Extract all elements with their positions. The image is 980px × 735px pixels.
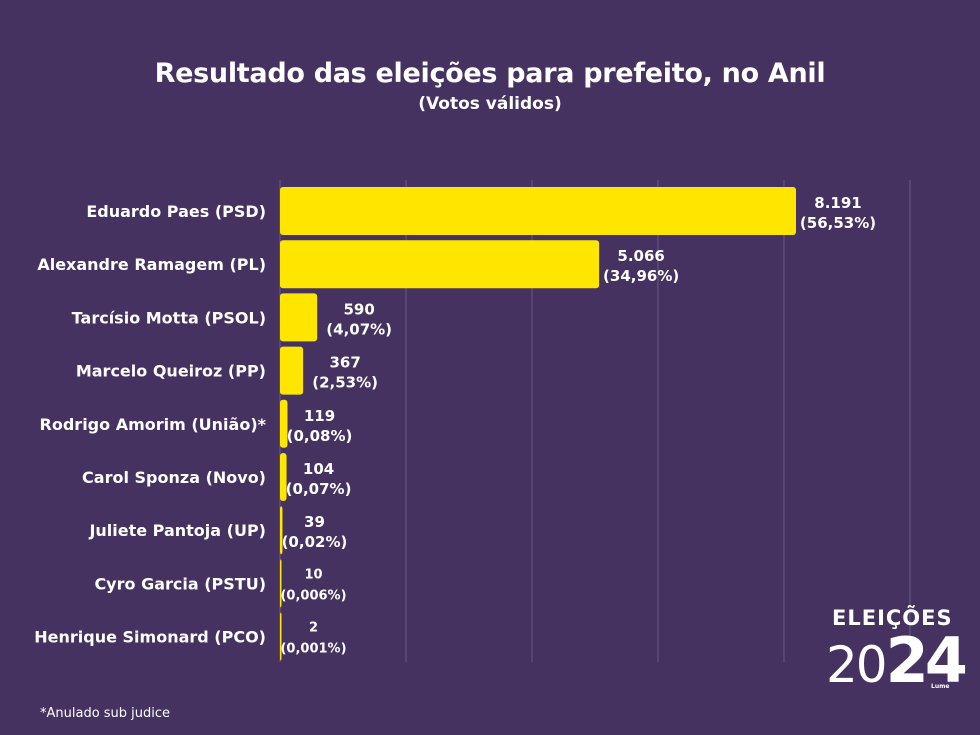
chart-subtitle: (Votos válidos) [418, 94, 562, 114]
logo-title: ELEIÇÕES [832, 606, 953, 630]
category-label: Eduardo Paes (PSD) [86, 202, 266, 221]
category-label: Alexandre Ramagem (PL) [37, 255, 266, 274]
percent-label: (0,08%) [287, 427, 353, 445]
logo-brand: Lume [931, 683, 950, 690]
footnote: *Anulado sub judice [40, 706, 171, 721]
value-label: 39 [304, 513, 325, 531]
percent-label: (0,02%) [282, 533, 348, 551]
percent-label: (0,006%) [280, 588, 346, 603]
bar [280, 293, 318, 342]
value-label: 5.066 [617, 247, 664, 265]
value-label: 367 [329, 354, 360, 372]
bar [280, 506, 283, 555]
bar [280, 399, 288, 448]
category-label: Cyro Garcia (PSTU) [94, 574, 266, 593]
category-label: Rodrigo Amorim (União)* [40, 415, 267, 434]
category-label: Marcelo Queiroz (PP) [76, 362, 266, 381]
percent-label: (34,96%) [603, 267, 679, 285]
value-label: 2 [309, 621, 318, 636]
value-label: 590 [344, 300, 375, 318]
value-label: 119 [304, 407, 335, 425]
category-label: Henrique Simonard (PCO) [34, 628, 266, 647]
logo-year-light: 20 [826, 636, 888, 694]
bar [280, 612, 282, 661]
category-label: Carol Sponza (Novo) [82, 468, 266, 487]
bar [280, 453, 287, 501]
percent-label: (4,07%) [326, 320, 392, 338]
percent-label: (56,53%) [800, 214, 876, 232]
percent-label: (0,001%) [280, 642, 346, 657]
logo-year: 2024 [826, 624, 968, 697]
category-label: Tarcísio Motta (PSOL) [72, 308, 266, 327]
logo-year-bold: 24 [885, 624, 968, 697]
bar [280, 346, 304, 395]
percent-label: (2,53%) [312, 374, 378, 392]
value-label: 104 [303, 460, 334, 478]
value-label: 8.191 [814, 194, 861, 212]
bar [280, 240, 600, 289]
bar [280, 187, 796, 235]
bar [280, 559, 282, 608]
percent-label: (0,07%) [286, 480, 352, 498]
chart-title: Resultado das eleições para prefeito, no… [154, 58, 826, 89]
category-label: Juliete Pantoja (UP) [88, 521, 266, 540]
value-label: 10 [304, 567, 322, 582]
elections-2024-logo: ELEIÇÕES 2024 Lume [826, 606, 968, 697]
